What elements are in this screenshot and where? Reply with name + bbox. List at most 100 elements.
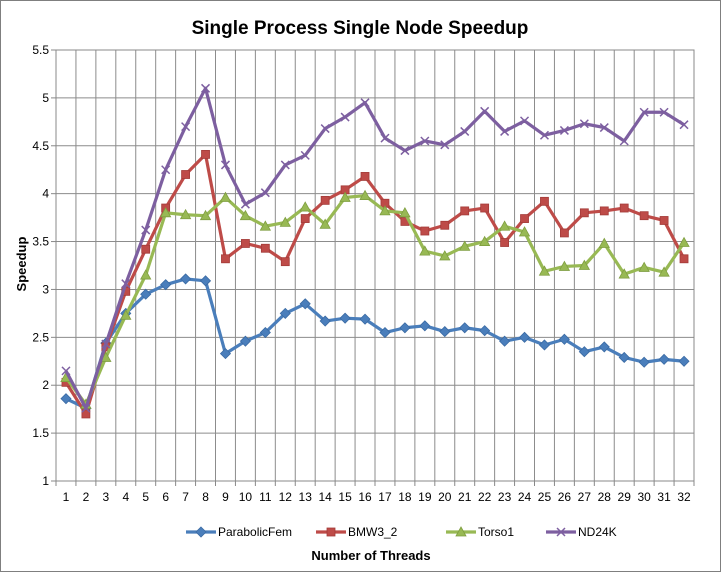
y-tick-label: 3 (42, 282, 49, 296)
data-point-nd24k (141, 225, 151, 235)
data-point-torso1 (239, 209, 252, 221)
data-point-bmw3-2 (460, 206, 470, 216)
data-point-bmw3-2 (280, 257, 290, 267)
data-point-nd24k (121, 279, 131, 289)
x-tick-label: 5 (142, 490, 149, 504)
data-point-bmw3-2 (679, 254, 689, 264)
data-point-torso1 (120, 309, 132, 320)
data-point-bmw3-2 (420, 226, 430, 236)
data-point-parabolicfem (459, 322, 471, 334)
x-tick-label: 9 (222, 490, 229, 504)
data-point-parabolicfem (419, 320, 431, 332)
series-nd24k (61, 83, 689, 413)
y-axis-title: Speedup (14, 236, 29, 291)
legend-marker (326, 527, 336, 537)
data-point-parabolicfem (219, 348, 232, 360)
legend-marker (556, 527, 566, 537)
series-layer (60, 83, 690, 419)
y-tick-label: 2.5 (32, 330, 49, 344)
data-point-nd24k (340, 112, 350, 122)
data-point-parabolicfem (399, 322, 411, 334)
y-tick-label: 5.5 (32, 43, 49, 57)
data-point-nd24k (440, 140, 450, 150)
x-tick-label: 31 (657, 490, 671, 504)
x-tick-label: 2 (83, 490, 90, 504)
legend-item-nd24k: ND24K (546, 525, 617, 539)
data-point-nd24k (679, 120, 689, 130)
data-point-torso1 (578, 259, 591, 270)
data-point-parabolicfem (518, 331, 531, 343)
data-point-torso1 (518, 226, 531, 237)
x-tick-label: 18 (398, 490, 412, 504)
data-point-parabolicfem (618, 351, 630, 364)
data-point-parabolicfem (439, 326, 451, 338)
data-point-torso1 (359, 189, 371, 200)
x-tick-label: 6 (162, 490, 169, 504)
x-axis-title: Number of Threads (311, 548, 430, 563)
data-point-parabolicfem (239, 335, 251, 347)
data-point-bmw3-2 (300, 214, 310, 223)
series-torso1 (60, 189, 690, 409)
x-tick-label: 17 (378, 490, 392, 504)
data-point-nd24k (101, 339, 111, 349)
data-point-nd24k (360, 98, 370, 108)
data-point-parabolicfem (140, 288, 152, 300)
data-point-torso1 (339, 191, 351, 202)
data-point-torso1 (179, 208, 192, 220)
x-tick-label: 13 (299, 490, 313, 504)
legend-label: ParabolicFem (218, 525, 292, 539)
data-point-torso1 (159, 206, 172, 218)
data-point-bmw3-2 (659, 216, 669, 225)
data-point-parabolicfem (658, 353, 670, 365)
x-axis-ticks: 1 2 3 4 5 6 7 8 9 10 11 12 13 14 15 16 17 18 19 20 21 22 23 24 2… (55, 481, 695, 504)
data-point-nd24k (201, 83, 211, 93)
data-point-parabolicfem (60, 393, 72, 405)
data-point-parabolicfem (339, 312, 351, 324)
data-point-parabolicfem (558, 333, 570, 345)
data-point-bmw3-2 (500, 238, 509, 247)
data-point-torso1 (199, 209, 212, 221)
legend-item-parabolicfem: ParabolicFem (186, 525, 292, 539)
data-point-bmw3-2 (141, 244, 151, 254)
data-point-torso1 (379, 205, 391, 216)
data-point-bmw3-2 (181, 170, 190, 179)
data-point-parabolicfem (359, 313, 371, 325)
data-point-nd24k (659, 107, 669, 117)
data-point-bmw3-2 (260, 243, 270, 253)
data-point-torso1 (658, 266, 670, 277)
data-point-nd24k (400, 146, 410, 156)
data-point-torso1 (399, 206, 411, 218)
x-tick-label: 24 (518, 490, 532, 504)
x-tick-label: 12 (279, 490, 293, 504)
data-point-torso1 (538, 265, 551, 276)
data-point-bmw3-2 (320, 195, 330, 205)
data-point-torso1 (618, 268, 630, 279)
data-point-torso1 (439, 250, 451, 261)
data-point-nd24k (599, 123, 609, 133)
data-point-parabolicfem (678, 355, 690, 367)
data-point-torso1 (478, 235, 491, 246)
x-tick-label: 16 (358, 490, 372, 504)
data-point-nd24k (520, 116, 530, 126)
data-point-parabolicfem (598, 341, 610, 353)
data-point-parabolicfem (299, 298, 311, 310)
data-point-torso1 (219, 191, 232, 202)
y-tick-label: 2 (42, 378, 49, 392)
data-point-torso1 (678, 236, 690, 247)
data-point-nd24k (420, 136, 430, 146)
legend-marker (195, 526, 207, 538)
data-point-nd24k (61, 366, 71, 376)
data-point-bmw3-2 (360, 172, 370, 181)
data-point-torso1 (299, 201, 311, 212)
x-tick-label: 8 (202, 490, 209, 504)
y-tick-label: 1 (42, 474, 49, 488)
data-point-nd24k (539, 130, 549, 140)
data-point-parabolicfem (259, 326, 271, 339)
data-point-parabolicfem (160, 279, 172, 291)
data-point-parabolicfem (279, 307, 291, 319)
data-point-nd24k (280, 160, 290, 170)
x-tick-label: 28 (598, 490, 612, 504)
data-point-bmw3-2 (520, 214, 529, 223)
data-point-bmw3-2 (560, 228, 569, 238)
